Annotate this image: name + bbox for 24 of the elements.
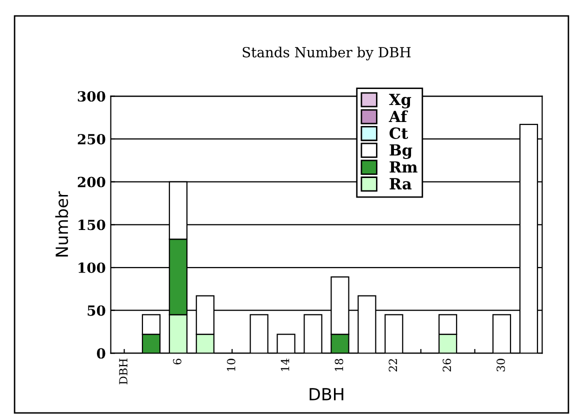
legend-label: Bg [390, 144, 412, 159]
y-tick-label: 150 [78, 220, 106, 230]
y-tick-label: 100 [78, 262, 106, 273]
legend-label: Ct [390, 127, 408, 139]
y-tick-label: 250 [78, 134, 106, 144]
legend-label: Af [388, 110, 408, 122]
x-tick-label: 22 [388, 359, 397, 372]
y-tick-label: 300 [78, 91, 106, 102]
x-tick-label: 30 [496, 358, 505, 372]
chart-title: Stands Number by DBH [242, 46, 411, 60]
legend-label: Xg [389, 94, 412, 108]
x-tick-label: 18 [334, 358, 344, 371]
y-axis-title: Number [55, 191, 68, 257]
x-tick-label: 14 [280, 358, 290, 371]
legend-label: Ra [390, 178, 412, 190]
x-tick-label: 6 [173, 358, 182, 364]
x-tick-label: 26 [442, 358, 452, 372]
legend-label: Rm [390, 161, 418, 173]
x-tick-label: DBH [119, 358, 128, 384]
x-tick-label: 10 [226, 358, 236, 371]
y-tick-label: 200 [78, 176, 106, 188]
y-tick-label: 50 [88, 305, 106, 316]
y-tick-label: 0 [96, 348, 106, 359]
x-axis-title: DBH [310, 388, 344, 400]
